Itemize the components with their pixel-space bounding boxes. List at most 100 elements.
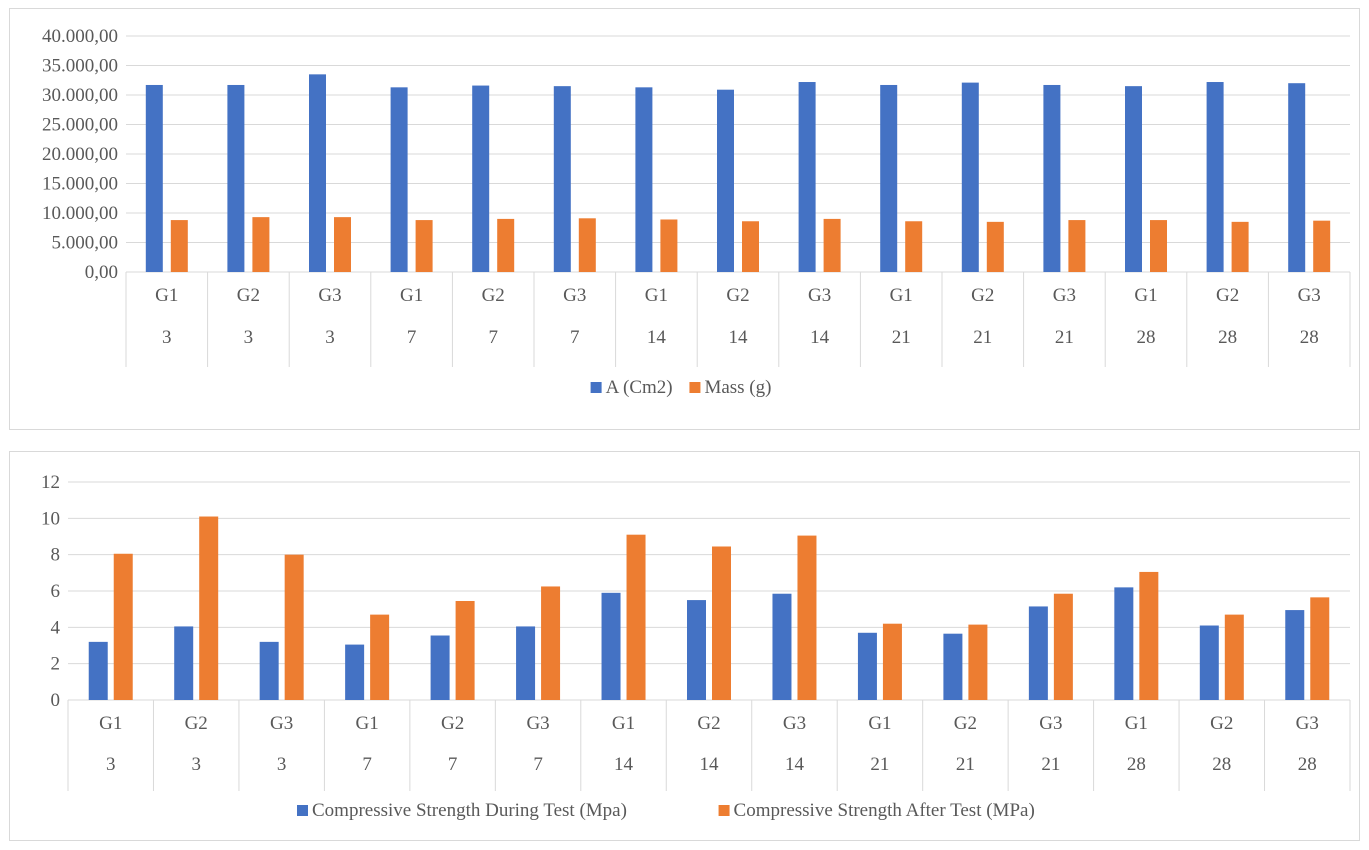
y-tick-label: 20.000,00: [42, 144, 118, 165]
x-day-label: 28: [1137, 327, 1156, 348]
bar-series-1-g1-day-3: [88, 641, 108, 700]
y-tick-label: 15.000,00: [42, 174, 118, 195]
x-day-label: 7: [448, 754, 458, 775]
x-group-label: G1: [1134, 285, 1157, 306]
y-tick-label: 10: [41, 508, 60, 529]
bar-series-2-g3-day-3: [334, 217, 351, 272]
bar-series-2-g1-day-14: [660, 219, 678, 272]
bar-series-1-g3-day-14: [772, 593, 792, 700]
x-group-label: G1: [99, 713, 122, 734]
bar-series-1-g1-day-7: [390, 87, 408, 272]
x-day-label: 14: [700, 754, 720, 775]
bar-series-1-g2-day-7: [430, 635, 450, 700]
x-day-label: 7: [362, 754, 372, 775]
x-day-label: 3: [162, 327, 172, 348]
x-day-label: 3: [106, 754, 116, 775]
bar-series-2-g2-day-7: [455, 600, 475, 700]
x-group-label: G3: [526, 713, 549, 734]
x-day-label: 21: [1055, 327, 1074, 348]
compressive-strength-chart: 0 2 4 6 8 10 12 G1 3 G2 3 G3 3 G1 7 G2 7 G3 7 G1 14 G2 14 G3 14 G…: [9, 451, 1360, 841]
x-group-label: G2: [237, 285, 260, 306]
x-group-label: G3: [270, 713, 293, 734]
bar-series-2-g3-day-14: [797, 535, 817, 700]
bar-series-2-g1-day-28: [1150, 220, 1167, 272]
y-tick-label: 12: [41, 472, 60, 493]
bar-series-2-g2-day-14: [712, 546, 731, 700]
bar-series-2-g3-day-28: [1313, 220, 1331, 272]
bar-series-1-g1-day-14: [601, 592, 621, 700]
x-group-label: G3: [563, 285, 586, 306]
x-day-label: 7: [407, 327, 417, 348]
bar-series-2-g2-day-21: [968, 624, 988, 700]
x-group-label: G1: [890, 285, 913, 306]
x-group-label: G2: [441, 713, 464, 734]
x-group-label: G2: [971, 285, 994, 306]
bar-series-1-g1-day-21: [880, 84, 898, 272]
x-group-label: G3: [318, 285, 341, 306]
x-group-label: G3: [1296, 713, 1319, 734]
y-tick-label: 35.000,00: [42, 56, 118, 77]
x-group-label: G2: [482, 285, 505, 306]
bar-series-2-g2-day-28: [1224, 614, 1244, 700]
bar-series-1-g1-day-28: [1125, 86, 1142, 273]
x-day-label: 28: [1212, 754, 1231, 775]
x-group-label: G2: [185, 713, 208, 734]
bar-series-1-g3-day-21: [1043, 84, 1061, 272]
bar-series-2-g3-day-7: [541, 586, 561, 700]
x-day-label: 28: [1298, 754, 1317, 775]
x-group-label: G3: [1053, 285, 1076, 306]
bar-series-1-g2-day-28: [1206, 82, 1224, 273]
x-day-label: 3: [325, 327, 335, 348]
compressive-strength-chart-svg: 0 2 4 6 8 10 12 G1 3 G2 3 G3 3 G1 7 G2 7 G3 7 G1 14 G2 14 G3 14 G…: [41, 472, 1351, 821]
bar-series-2-g3-day-14: [823, 218, 841, 272]
bar-series-2-g3-day-21: [1068, 220, 1086, 272]
x-day-label: 14: [647, 327, 667, 348]
y-tick-label: 10.000,00: [42, 203, 118, 224]
bar-series-1-g2-day-14: [717, 89, 734, 272]
x-day-label: 21: [870, 754, 889, 775]
bar-series-2-g3-day-21: [1053, 593, 1073, 700]
bar-series-2-g2-day-3: [199, 516, 219, 700]
bar-series-2-g1-day-14: [626, 534, 646, 700]
x-group-label: G1: [612, 713, 635, 734]
y-tick-label: 0: [51, 690, 61, 711]
bar-series-1-g3-day-7: [516, 626, 536, 700]
x-group-label: G3: [1039, 713, 1062, 734]
y-tick-label: 8: [51, 545, 61, 566]
x-group-label: G3: [808, 285, 831, 306]
x-group-label: G1: [356, 713, 379, 734]
bar-series-1-g3-day-7: [553, 86, 571, 273]
legend-label-series-2: Compressive Strength After Test (MPa): [734, 800, 1035, 821]
x-day-label: 7: [533, 754, 543, 775]
bar-series-2-g3-day-3: [284, 554, 304, 700]
bar-series-1-g1-day-3: [145, 84, 163, 272]
bar-series-2-g1-day-7: [415, 220, 433, 272]
legend-swatch-series-2: [718, 805, 730, 816]
x-day-label: 7: [488, 327, 498, 348]
bar-series-2-g1-day-28: [1139, 571, 1159, 700]
y-tick-label: 25.000,00: [42, 115, 118, 136]
x-day-label: 3: [244, 327, 254, 348]
bar-series-1-g1-day-14: [635, 87, 653, 272]
x-group-label: G2: [1216, 285, 1239, 306]
bar-series-1-g1-day-21: [857, 632, 877, 700]
y-tick-label: 6: [51, 581, 61, 602]
legend-swatch-series-1: [297, 805, 308, 816]
bar-series-2-g2-day-21: [986, 221, 1004, 272]
bar-series-2-g3-day-28: [1310, 597, 1330, 700]
x-day-label: 28: [1300, 327, 1319, 348]
legend-label-series-1: Compressive Strength During Test (Mpa): [312, 800, 627, 821]
x-group-label: G1: [868, 713, 891, 734]
area-mass-chart: 0,00 5.000,00 10.000,00 15.000,00 20.000,00 2…: [9, 8, 1360, 430]
legend-swatch-series-2: [689, 382, 701, 393]
x-group-label: G2: [726, 285, 749, 306]
x-day-label: 3: [277, 754, 287, 775]
x-day-label: 28: [1127, 754, 1146, 775]
y-tick-label: 30.000,00: [42, 85, 118, 106]
x-day-label: 28: [1218, 327, 1237, 348]
area-mass-chart-svg: 0,00 5.000,00 10.000,00 15.000,00 20.000,00 2…: [42, 26, 1351, 398]
y-tick-label: 40.000,00: [42, 26, 118, 47]
bar-series-1-g3-day-28: [1285, 610, 1305, 700]
x-day-label: 21: [973, 327, 992, 348]
bar-series-2-g1-day-7: [370, 614, 390, 700]
